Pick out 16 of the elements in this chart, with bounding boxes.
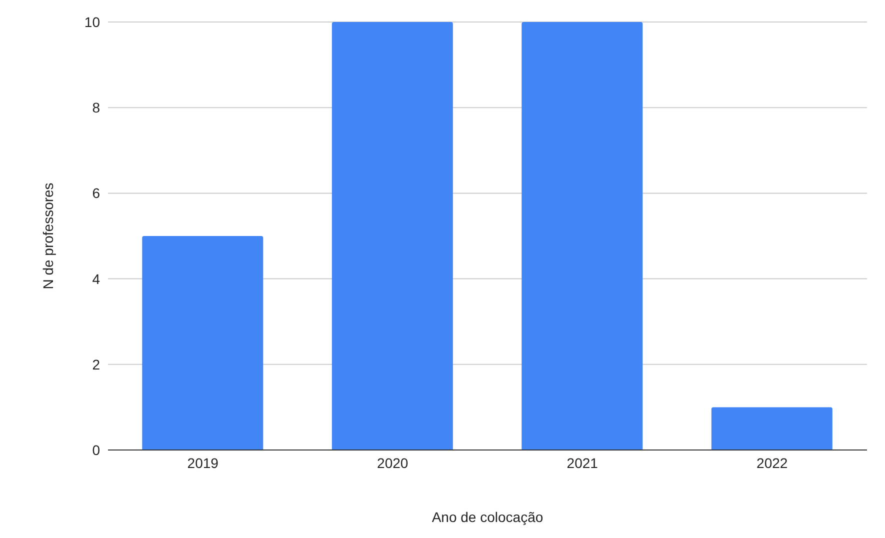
y-tick-label: 8 <box>92 100 100 116</box>
y-tick-label: 0 <box>92 442 100 458</box>
y-tick-label: 6 <box>92 185 100 202</box>
bar <box>142 236 264 450</box>
y-axis-title: N de professores <box>40 182 56 290</box>
x-tick-label: 2020 <box>377 454 408 471</box>
y-tick-label: 10 <box>84 14 100 30</box>
x-tick-label: 2021 <box>566 454 598 471</box>
x-tick-label: 2019 <box>187 454 219 471</box>
bar <box>332 22 453 450</box>
bar <box>711 407 832 450</box>
y-tick-label: 4 <box>92 270 100 287</box>
y-tick-label: 2 <box>92 356 100 372</box>
x-axis-title: Ano de colocação <box>432 509 544 525</box>
bar <box>522 22 643 450</box>
x-tick-label: 2022 <box>756 454 788 471</box>
